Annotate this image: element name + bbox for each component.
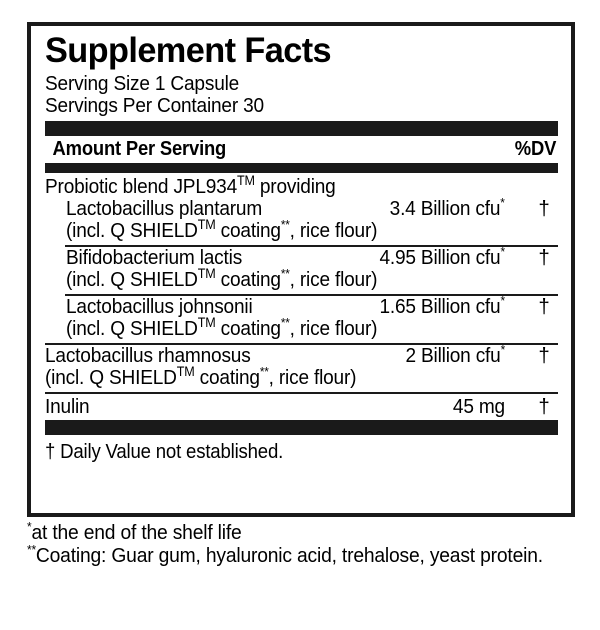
shelf-life-asterisk-icon: *	[500, 195, 506, 211]
asterisk-icon: *	[27, 519, 32, 535]
nutrient-amount-text: 1.65 Billion cfu	[379, 295, 501, 318]
nutrient-daily-value: †	[538, 395, 550, 418]
coating-note-suffix: coating	[215, 268, 281, 291]
nutrient-rows: Probiotic blend JPL934TM providing Lacto…	[45, 173, 558, 418]
nutrient-daily-value: †	[538, 295, 550, 318]
footnote-coating-text: Coating: Guar gum, hyaluronic acid, treh…	[35, 544, 543, 567]
page-title: Supplement Facts	[45, 31, 332, 70]
nutrient-name: Lactobacillus rhamnosus	[45, 344, 251, 367]
nutrient-name: Lactobacillus johnsonii	[66, 295, 253, 318]
double-asterisk-icon: **	[27, 542, 36, 558]
daily-value-footnote: † Daily Value not established.	[45, 441, 284, 463]
coating-note: (incl. Q SHIELDTM coating**, rice flour)	[66, 315, 524, 340]
coating-note-prefix: (incl. Q SHIELD	[45, 366, 177, 389]
nutrient-amount-text: 2 Billion cfu	[405, 344, 501, 367]
coating-doublestar-icon: **	[280, 266, 290, 282]
nutrient-daily-value: †	[538, 344, 550, 367]
coating-doublestar-icon: **	[259, 364, 269, 380]
nutrient-daily-value: †	[538, 246, 550, 269]
coating-note-end: , rice flour)	[289, 317, 378, 340]
shelf-life-asterisk-icon: *	[500, 342, 506, 358]
coating-note-prefix: (incl. Q SHIELD	[66, 317, 198, 340]
nutrient-amount: 1.65 Billion cfu*	[379, 293, 506, 318]
coating-note-end: , rice flour)	[289, 268, 378, 291]
row-divider-full	[45, 392, 558, 394]
panel-inner: Supplement Facts Serving Size 1 Capsule …	[31, 33, 571, 520]
row-divider-full	[45, 343, 558, 345]
footnote-shelf-life: *at the end of the shelf life	[27, 519, 546, 544]
qshield-trademark-icon: TM	[197, 217, 216, 233]
coating-note: (incl. Q SHIELDTM coating**, rice flour)	[45, 364, 522, 389]
nutrient-name: Inulin	[45, 395, 90, 418]
daily-value-label: %DV	[514, 138, 557, 160]
supplement-facts-panel: Supplement Facts Serving Size 1 Capsule …	[27, 22, 575, 517]
table-row: Lactobacillus plantarum 3.4 Billion cfu*…	[45, 195, 558, 220]
coating-note: (incl. Q SHIELDTM coating**, rice flour)	[66, 266, 524, 291]
coating-doublestar-icon: **	[280, 217, 290, 233]
coating-note-end: , rice flour)	[289, 219, 378, 242]
coating-note-prefix: (incl. Q SHIELD	[66, 219, 198, 242]
coating-note-suffix: coating	[215, 219, 281, 242]
coating-note-suffix: coating	[194, 366, 260, 389]
coating-note: (incl. Q SHIELDTM coating**, rice flour)	[66, 217, 524, 242]
servings-per-container-text: Servings Per Container 30	[45, 94, 264, 117]
blend-lead-text: Probiotic blend JPL934	[45, 175, 237, 198]
divider-bar-thick-bottom	[45, 420, 558, 435]
nutrient-name: Lactobacillus plantarum	[66, 197, 263, 220]
blend-lead-line: Probiotic blend JPL934TM providing	[45, 173, 522, 198]
table-row: Bifidobacterium lactis 4.95 Billion cfu*…	[45, 244, 558, 269]
coating-note-suffix: coating	[215, 317, 281, 340]
row-divider-indented	[65, 294, 558, 296]
serving-info-block: Serving Size 1 Capsule Servings Per Cont…	[45, 73, 558, 117]
nutrient-amount-text: 45 mg	[452, 395, 505, 418]
nutrient-amount-text: 3.4 Billion cfu	[389, 197, 501, 220]
blend-lead-suffix: providing	[254, 175, 336, 198]
shelf-life-asterisk-icon: *	[500, 244, 506, 260]
divider-bar-thick-top	[45, 121, 558, 136]
coating-note-prefix: (incl. Q SHIELD	[66, 268, 198, 291]
row-divider-indented	[65, 245, 558, 247]
shelf-life-asterisk-icon: *	[500, 293, 506, 309]
outer-footnotes: *at the end of the shelf life **Coating:…	[27, 519, 579, 567]
nutrient-amount: 45 mg	[453, 396, 505, 418]
qshield-trademark-icon: TM	[197, 266, 216, 282]
nutrient-amount-text: 4.95 Billion cfu	[379, 246, 501, 269]
table-row: Lactobacillus rhamnosus 2 Billion cfu* †	[45, 342, 558, 367]
blend-trademark-icon: TM	[236, 173, 255, 189]
nutrient-amount: 3.4 Billion cfu*	[389, 195, 506, 220]
nutrient-daily-value: †	[538, 197, 550, 220]
nutrient-amount: 4.95 Billion cfu*	[379, 244, 506, 269]
nutrient-amount: 2 Billion cfu*	[405, 342, 506, 367]
amount-per-serving-label: Amount Per Serving	[52, 138, 227, 160]
footnote-coating: **Coating: Guar gum, hyaluronic acid, tr…	[27, 542, 546, 567]
qshield-trademark-icon: TM	[197, 315, 216, 331]
nutrient-name: Bifidobacterium lactis	[66, 246, 243, 269]
amount-per-serving-header: Amount Per Serving %DV	[45, 136, 558, 163]
table-row: Inulin 45 mg †	[45, 396, 558, 418]
serving-size-text: Serving Size 1 Capsule	[45, 72, 240, 95]
coating-doublestar-icon: **	[280, 315, 290, 331]
qshield-trademark-icon: TM	[176, 364, 195, 380]
table-row: Lactobacillus johnsonii 1.65 Billion cfu…	[45, 293, 558, 318]
divider-bar-mid	[45, 163, 558, 173]
footnote-shelf-life-text: at the end of the shelf life	[31, 521, 242, 544]
coating-note-end: , rice flour)	[268, 366, 357, 389]
